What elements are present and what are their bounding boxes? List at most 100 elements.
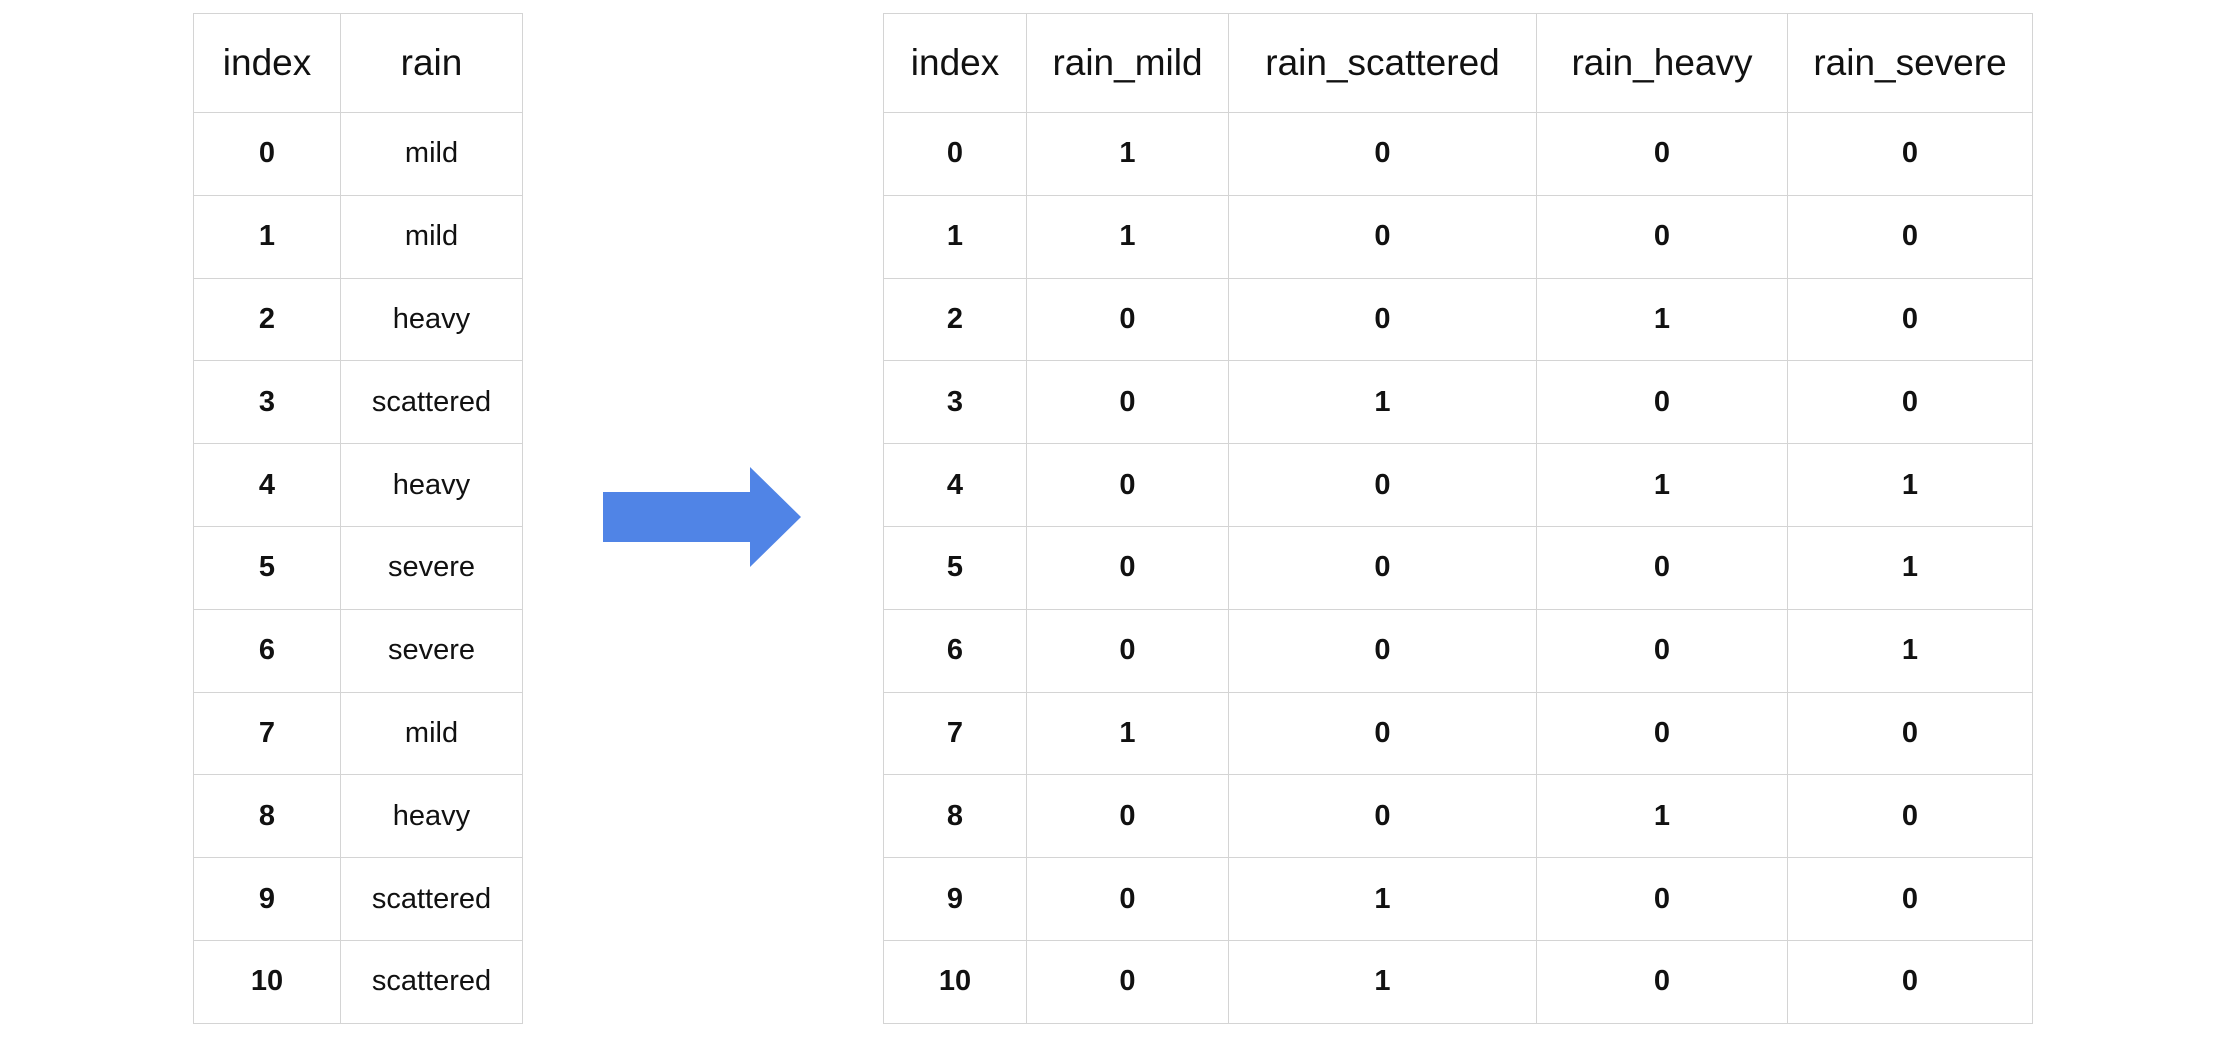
cell-rain-heavy: 0 — [1536, 525, 1788, 610]
cell-rain-severe: 0 — [1787, 112, 2033, 196]
cell-rain-scattered: 0 — [1228, 194, 1537, 279]
cell-rain-scattered: 1 — [1228, 857, 1537, 941]
cell-rain-scattered: 0 — [1228, 774, 1537, 859]
cell-index: 10 — [883, 939, 1027, 1024]
cell-rain-heavy: 1 — [1536, 774, 1788, 859]
cell-index: 10 — [193, 939, 341, 1024]
cell-rain-severe: 0 — [1787, 691, 2033, 776]
cell-index: 4 — [193, 443, 341, 527]
table-row: 5 severe — [193, 525, 523, 610]
one-hot-table-header: index rain_mild rain_scattered rain_heav… — [883, 13, 2033, 113]
cell-rain-mild: 0 — [1026, 360, 1229, 445]
cell-index: 8 — [883, 774, 1027, 859]
cell-rain-heavy: 0 — [1536, 112, 1788, 196]
header-index: index — [883, 13, 1027, 113]
cell-rain-mild: 1 — [1026, 194, 1229, 279]
cell-rain: scattered — [340, 939, 523, 1024]
cell-rain-scattered: 1 — [1228, 939, 1537, 1024]
table-row: 9 scattered — [193, 857, 523, 941]
cell-rain-severe: 1 — [1787, 525, 2033, 610]
cell-index: 2 — [883, 277, 1027, 362]
header-index: index — [193, 13, 341, 113]
one-hot-table: index rain_mild rain_scattered rain_heav… — [883, 13, 2033, 1024]
cell-index: 2 — [193, 277, 341, 362]
cell-rain-scattered: 0 — [1228, 525, 1537, 610]
cell-index: 8 — [193, 774, 341, 859]
cell-index: 6 — [193, 608, 341, 693]
cell-rain-scattered: 0 — [1228, 112, 1537, 196]
cell-index: 5 — [883, 525, 1027, 610]
cell-rain: heavy — [340, 774, 523, 859]
cell-index: 0 — [193, 112, 341, 196]
table-row: 6 severe — [193, 608, 523, 693]
table-row: 10 0 1 0 0 — [883, 939, 2033, 1024]
cell-index: 7 — [193, 691, 341, 776]
cell-rain-severe: 0 — [1787, 939, 2033, 1024]
header-rain: rain — [340, 13, 523, 113]
cell-rain-scattered: 1 — [1228, 360, 1537, 445]
cell-index: 3 — [193, 360, 341, 445]
cell-rain-mild: 0 — [1026, 608, 1229, 693]
cell-rain-heavy: 0 — [1536, 939, 1788, 1024]
cell-rain-mild: 0 — [1026, 277, 1229, 362]
cell-rain: heavy — [340, 443, 523, 527]
table-row: 2 heavy — [193, 277, 523, 362]
cell-index: 9 — [883, 857, 1027, 941]
cell-rain-severe: 1 — [1787, 608, 2033, 693]
cell-rain-severe: 1 — [1787, 443, 2033, 527]
header-rain-heavy: rain_heavy — [1536, 13, 1788, 113]
table-row: 8 heavy — [193, 774, 523, 859]
cell-rain-severe: 0 — [1787, 774, 2033, 859]
cell-index: 5 — [193, 525, 341, 610]
table-row: 1 mild — [193, 194, 523, 279]
cell-rain: heavy — [340, 277, 523, 362]
cell-index: 9 — [193, 857, 341, 941]
table-row: 4 heavy — [193, 443, 523, 527]
cell-rain-heavy: 0 — [1536, 857, 1788, 941]
input-table-body: 0 mild 1 mild 2 heavy 3 scattered 4 heavy 5 severe 6… — [193, 112, 523, 1024]
table-row: 10 scattered — [193, 939, 523, 1024]
cell-rain-heavy: 0 — [1536, 691, 1788, 776]
cell-rain-severe: 0 — [1787, 277, 2033, 362]
cell-rain-severe: 0 — [1787, 194, 2033, 279]
right-arrow-icon — [603, 467, 801, 567]
cell-rain-mild: 1 — [1026, 112, 1229, 196]
cell-index: 7 — [883, 691, 1027, 776]
cell-rain-scattered: 0 — [1228, 277, 1537, 362]
arrow-shape — [603, 467, 801, 567]
cell-index: 1 — [883, 194, 1027, 279]
cell-rain-scattered: 0 — [1228, 691, 1537, 776]
cell-rain-mild: 0 — [1026, 525, 1229, 610]
cell-index: 1 — [193, 194, 341, 279]
cell-rain-severe: 0 — [1787, 857, 2033, 941]
cell-rain-heavy: 1 — [1536, 443, 1788, 527]
cell-rain-mild: 0 — [1026, 939, 1229, 1024]
cell-rain-scattered: 0 — [1228, 443, 1537, 527]
cell-rain-scattered: 0 — [1228, 608, 1537, 693]
cell-index: 0 — [883, 112, 1027, 196]
header-rain-scattered: rain_scattered — [1228, 13, 1537, 113]
header-rain-severe: rain_severe — [1787, 13, 2033, 113]
table-row: 3 scattered — [193, 360, 523, 445]
header-rain-mild: rain_mild — [1026, 13, 1229, 113]
cell-rain-mild: 0 — [1026, 774, 1229, 859]
cell-rain: mild — [340, 194, 523, 279]
cell-rain: mild — [340, 691, 523, 776]
cell-rain-severe: 0 — [1787, 360, 2033, 445]
cell-rain-heavy: 0 — [1536, 608, 1788, 693]
input-table-header: index rain — [193, 13, 523, 113]
cell-rain-heavy: 1 — [1536, 277, 1788, 362]
cell-rain-mild: 0 — [1026, 443, 1229, 527]
table-row: 0 mild — [193, 112, 523, 196]
cell-rain-mild: 1 — [1026, 691, 1229, 776]
